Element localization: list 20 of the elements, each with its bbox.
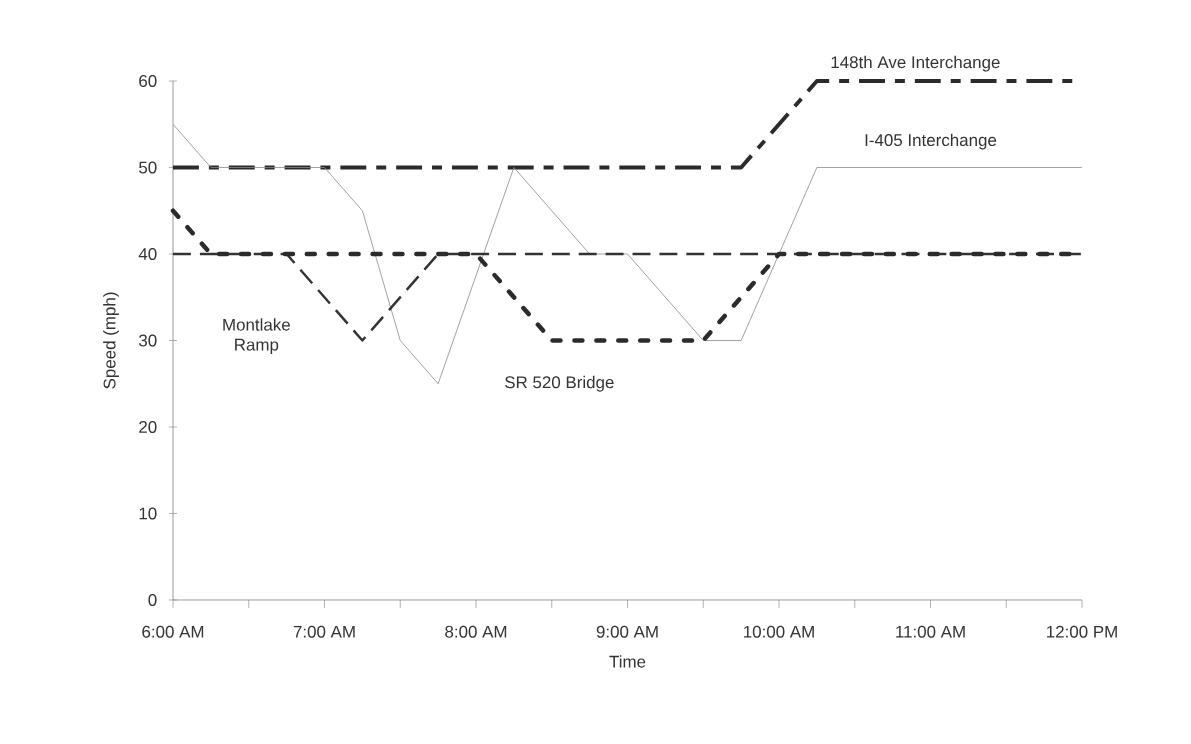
x-tick-label: 7:00 AM [293,625,355,638]
y-tick-label: 30 [139,334,157,347]
x-tick-label: 8:00 AM [445,625,507,638]
y-tick-label: 40 [138,247,157,260]
y-tick-label: 20 [139,420,157,433]
x-tick-label: 6:00 AM [142,625,204,638]
y-tick-label: 50 [139,161,157,174]
y-tick-label: 60 [139,74,157,87]
y-tick-label: 0 [148,593,157,606]
y-axis-title: Speed (mph) [103,292,119,389]
series-label: 148th Ave Interchange [831,55,1000,72]
text: SR 520 Bridge [505,375,614,392]
text: Montlake Ramp [223,318,290,355]
series-label: I-405 Interchange [865,133,997,150]
y-tick-label: 10 [139,507,157,520]
x-tick-label: 10:00 AM [744,625,814,638]
x-axis-title: Time [609,655,646,668]
x-tick-label: 11:00 AM [896,625,965,638]
x-tick-label: 12:00 PM [1047,625,1117,638]
x-tick-label: 9:00 AM [596,625,658,638]
